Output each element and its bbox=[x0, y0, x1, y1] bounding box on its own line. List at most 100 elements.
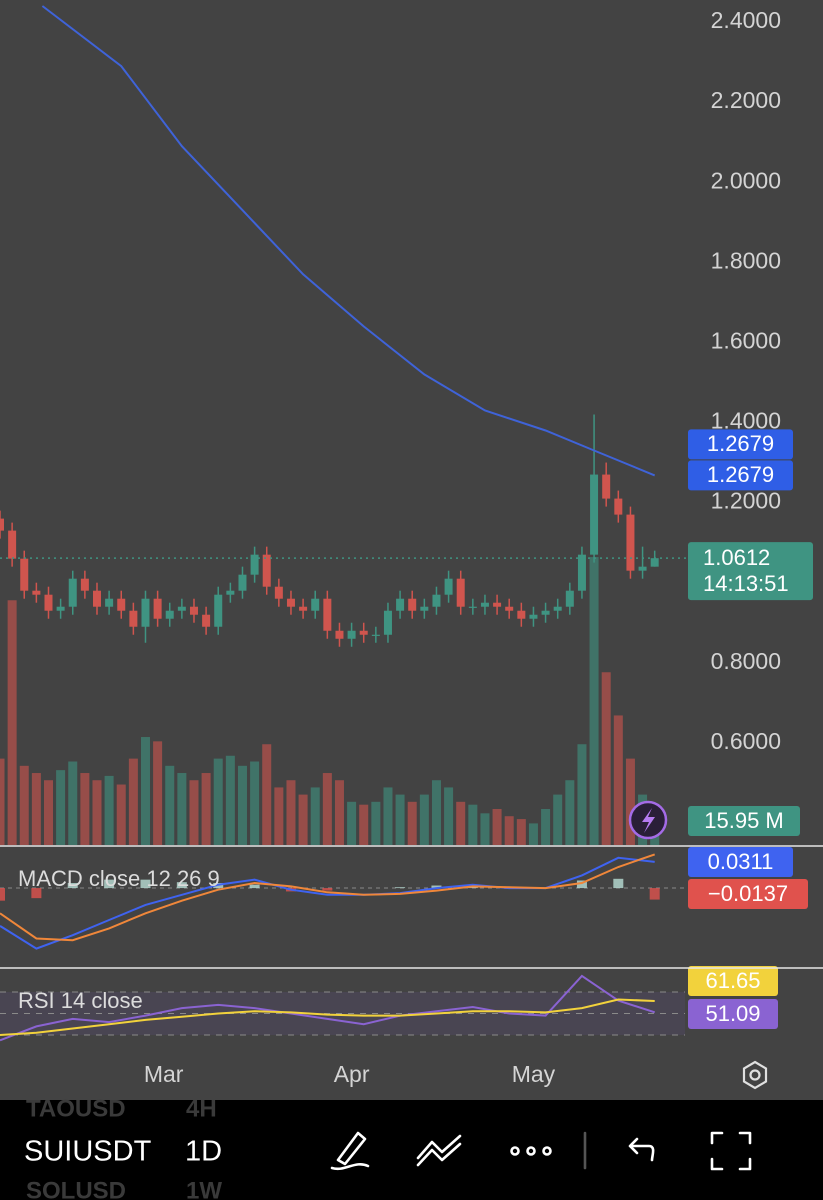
volume-label: 15.95 M bbox=[704, 808, 784, 833]
volume-bar bbox=[383, 787, 393, 845]
macd-line bbox=[0, 853, 656, 942]
candle-body bbox=[359, 630, 368, 635]
volume-bar bbox=[480, 813, 490, 845]
rsi-line bbox=[0, 974, 656, 1042]
macd-histogram-label: −0.0137 bbox=[708, 881, 788, 906]
candle-body bbox=[68, 578, 77, 607]
symbol[interactable]: SUIUSDT bbox=[24, 1136, 152, 1168]
y-tick-label: 0.6000 bbox=[711, 728, 781, 754]
volume-bar bbox=[140, 737, 150, 845]
volume-bar bbox=[516, 819, 526, 845]
candle-body bbox=[529, 614, 538, 619]
draw-tool[interactable] bbox=[330, 1131, 370, 1171]
volume-bar bbox=[492, 809, 502, 845]
watchlist-symbol: SOLUSD bbox=[26, 1177, 126, 1200]
macd-histogram-bar bbox=[395, 887, 406, 889]
candle-body bbox=[602, 474, 611, 499]
volume-bar bbox=[444, 787, 454, 845]
volume-bar bbox=[104, 775, 114, 845]
macd-histogram-bar bbox=[613, 878, 624, 889]
alert-icon[interactable] bbox=[628, 800, 668, 840]
candle-body bbox=[565, 590, 574, 607]
settings-icon[interactable] bbox=[742, 1060, 768, 1090]
candle-body bbox=[44, 594, 53, 611]
y-tick-label: 2.4000 bbox=[711, 7, 781, 33]
undo-button[interactable] bbox=[628, 1137, 655, 1162]
candle-body bbox=[92, 590, 101, 607]
volume-bar bbox=[128, 758, 138, 845]
rsi-band bbox=[0, 992, 685, 1035]
candle-body bbox=[129, 610, 138, 627]
candle-body bbox=[238, 574, 247, 591]
volume-bar bbox=[431, 780, 441, 845]
ma-value-label-box bbox=[688, 429, 793, 460]
volume-bar bbox=[237, 765, 247, 845]
volume-bar bbox=[625, 758, 635, 845]
candle-body bbox=[505, 606, 514, 611]
candle-body bbox=[480, 602, 489, 607]
fullscreen-button[interactable] bbox=[710, 1131, 752, 1171]
candle-body bbox=[590, 474, 599, 555]
candle-body bbox=[347, 630, 356, 639]
volume-bar bbox=[334, 780, 344, 845]
candle-body bbox=[432, 594, 441, 607]
volume-label-box bbox=[688, 806, 800, 837]
candle-body bbox=[214, 594, 223, 627]
volume-bar bbox=[250, 761, 260, 845]
volume-bar bbox=[201, 773, 211, 845]
candle-body bbox=[250, 554, 259, 575]
volume-bar bbox=[577, 744, 587, 845]
volume-bar bbox=[165, 765, 175, 845]
y-tick-label: 1.6000 bbox=[711, 327, 781, 353]
candle-body bbox=[371, 634, 380, 636]
volume-bar bbox=[213, 758, 223, 845]
toolbar bbox=[0, 1100, 823, 1200]
volume-bar bbox=[601, 672, 611, 845]
volume-bar bbox=[80, 773, 90, 845]
volume-bar bbox=[589, 557, 599, 845]
volume-bar bbox=[0, 758, 5, 845]
candle-body bbox=[105, 598, 114, 607]
rsi-line bbox=[0, 998, 655, 1036]
y-tick-label: 1.2000 bbox=[711, 488, 781, 514]
volume-bar bbox=[31, 773, 41, 845]
candle-body bbox=[456, 578, 465, 607]
more-button[interactable] bbox=[510, 1146, 552, 1156]
y-tick-label: 1.8000 bbox=[711, 247, 781, 273]
volume-bar bbox=[407, 801, 417, 845]
watchlist-interval: 4H bbox=[186, 1095, 217, 1122]
candle-body bbox=[323, 598, 332, 631]
volume-bar bbox=[92, 780, 102, 845]
volume-bar bbox=[116, 784, 126, 845]
macd-histogram-bar bbox=[176, 882, 187, 889]
moving-average-line bbox=[41, 5, 656, 477]
candle-body bbox=[177, 606, 186, 611]
macd-histogram-bar bbox=[322, 888, 333, 891]
volume-bar bbox=[565, 780, 575, 845]
candle-body bbox=[541, 610, 550, 615]
candle-body bbox=[189, 606, 198, 615]
macd-value-label: 0.0311 bbox=[708, 849, 774, 874]
interval[interactable]: 1D bbox=[185, 1136, 222, 1168]
volume-bar bbox=[553, 794, 563, 845]
volume-bar bbox=[56, 770, 66, 845]
macd-histogram-bar bbox=[249, 884, 260, 889]
volume-bar bbox=[298, 794, 308, 845]
volume-bar bbox=[613, 715, 623, 845]
macd-histogram-bar bbox=[67, 883, 78, 889]
candle-body bbox=[226, 590, 235, 595]
candle-body bbox=[638, 566, 647, 571]
candle-body bbox=[274, 586, 283, 599]
volume-bar bbox=[262, 744, 272, 845]
candle-body bbox=[335, 630, 344, 639]
volume-bar bbox=[286, 780, 296, 845]
countdown-label: 14:13:51 bbox=[703, 571, 789, 596]
macd-histogram-bar bbox=[140, 879, 151, 889]
candle-body bbox=[141, 598, 150, 627]
candle-body bbox=[614, 498, 623, 515]
y-tick-label: 0.8000 bbox=[711, 648, 781, 674]
trend-tool[interactable] bbox=[416, 1134, 462, 1167]
volume-bar bbox=[19, 765, 29, 845]
